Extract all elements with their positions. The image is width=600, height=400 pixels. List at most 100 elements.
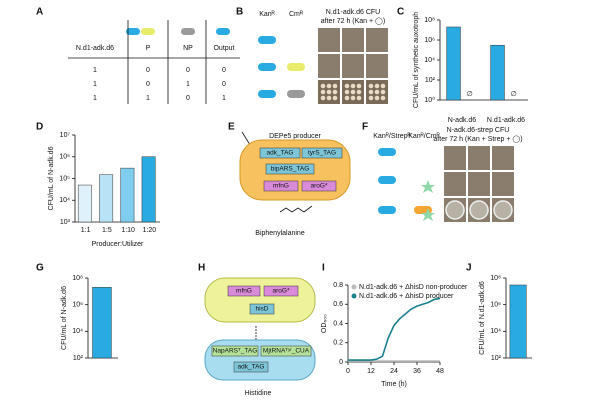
x-tick-label: 24 xyxy=(390,368,398,375)
empty-marker: ∅ xyxy=(511,91,517,98)
cell-icon xyxy=(287,63,305,71)
panel-title: DEPe5 producer xyxy=(269,133,321,140)
strain-label: Kanᴿ/Cmᴿ xyxy=(408,133,440,140)
table-cell: 0 xyxy=(222,67,226,74)
empty-marker: ∅ xyxy=(467,91,473,98)
plate-ring xyxy=(445,200,465,220)
colony xyxy=(374,95,380,101)
x-tick-label: 1:20 xyxy=(143,227,157,234)
y-tick-label: 0.4 xyxy=(333,320,343,327)
y-axis-label: CFU/mL of N-adk.d6 xyxy=(61,286,68,350)
colony xyxy=(380,95,386,101)
panel-label: G xyxy=(36,263,44,274)
panel-label: D xyxy=(36,122,43,133)
table-cell: 1 xyxy=(186,81,190,88)
panel-label: A xyxy=(36,7,43,18)
colony xyxy=(332,83,338,89)
bar xyxy=(141,156,156,223)
plate xyxy=(468,172,490,196)
colony xyxy=(344,83,350,89)
colony xyxy=(356,83,362,89)
table-cell: 1 xyxy=(93,67,97,74)
colony xyxy=(368,83,374,89)
x-axis-label: Time (h) xyxy=(381,381,407,388)
gene-box xyxy=(227,285,261,297)
bar xyxy=(120,167,135,223)
molecule-label: Histidine xyxy=(245,390,272,397)
plate xyxy=(492,146,514,170)
legend-marker xyxy=(351,293,357,299)
colony xyxy=(326,83,332,89)
y-axis-label: CFU/mL of N.d1-adk.d6 xyxy=(479,281,486,355)
colony xyxy=(374,89,380,95)
x-tick-label: 1:1 xyxy=(81,227,91,234)
table-header: Output xyxy=(213,45,234,52)
table-cell: 1 xyxy=(93,81,97,88)
colony xyxy=(326,95,332,101)
plate-title: N-adk.d6-strep CFU xyxy=(447,127,510,134)
table-header: NP xyxy=(183,45,193,52)
table-cell: 0 xyxy=(186,67,190,74)
table-cell: 0 xyxy=(146,81,150,88)
y-axis-label: OD₆₀₀ xyxy=(321,314,328,333)
plate-ring xyxy=(493,200,513,220)
y-axis-label: CFU/mL of synthetic auxotroph xyxy=(413,12,420,108)
y-tick-label: 10³ xyxy=(60,219,71,226)
colony xyxy=(356,95,362,101)
star xyxy=(421,208,435,221)
plate-title: after 72 h (Kan + Strep + ◯) xyxy=(433,135,522,143)
plate xyxy=(342,54,364,78)
table-cell: 0 xyxy=(146,67,150,74)
plate-title: after 72 h (Kan + ◯) xyxy=(321,17,385,25)
legend-marker xyxy=(351,284,357,290)
plate-ring xyxy=(469,200,489,220)
gene-box xyxy=(301,147,343,159)
y-axis-label: CFU/mL of N-adk.d6 xyxy=(48,146,55,210)
colony xyxy=(332,95,338,101)
table-cell: 1 xyxy=(146,95,150,102)
colony xyxy=(320,89,326,95)
bar xyxy=(509,284,527,359)
plate xyxy=(492,172,514,196)
cell-icon xyxy=(258,90,276,98)
panel-label: F xyxy=(362,122,368,133)
molecule-label: Biphenylalanine xyxy=(255,230,305,237)
colony xyxy=(368,89,374,95)
panel-label: H xyxy=(198,263,205,274)
strain-label: Kanᴿ/Strepᴿ xyxy=(373,133,411,140)
colony xyxy=(380,89,386,95)
cell-icon xyxy=(378,148,396,156)
plate xyxy=(366,54,388,78)
x-tick-label: 48 xyxy=(436,368,444,375)
y-tick-label: 10⁸ xyxy=(490,275,501,282)
colony xyxy=(356,89,362,95)
cell-icon xyxy=(216,28,230,35)
gene-box xyxy=(211,345,259,357)
x-axis-label: Producer:Utilizer xyxy=(92,241,144,248)
y-tick-label: 10⁴ xyxy=(72,328,83,335)
panel-label: E xyxy=(228,122,235,133)
table-cell: 1 xyxy=(93,95,97,102)
molecule-sketch xyxy=(279,205,313,213)
colony xyxy=(380,83,386,89)
gene-label: hisD xyxy=(255,306,268,313)
x-tick-label: 36 xyxy=(413,368,421,375)
y-tick-label: 10⁸ xyxy=(72,275,83,282)
cell-icon xyxy=(258,36,276,44)
plate xyxy=(318,28,340,52)
cell-icon xyxy=(141,28,155,35)
table-cell: 1 xyxy=(222,95,226,102)
cell-icon xyxy=(378,176,396,184)
legend-label: N.d1-adk.d6 + ΔhisD producer xyxy=(359,293,454,300)
y-tick-label: 10⁶ xyxy=(490,302,501,309)
colony xyxy=(368,95,374,101)
x-tick-label: N-adk.d6 xyxy=(448,117,477,124)
gene-label: mfnG xyxy=(273,183,289,190)
colony xyxy=(326,89,332,95)
gene-box xyxy=(263,285,299,297)
table-header: N.d1-adk.d6 xyxy=(76,45,114,52)
y-tick-label: 10⁶ xyxy=(72,302,83,309)
gene-box xyxy=(249,303,275,315)
colony xyxy=(350,95,356,101)
